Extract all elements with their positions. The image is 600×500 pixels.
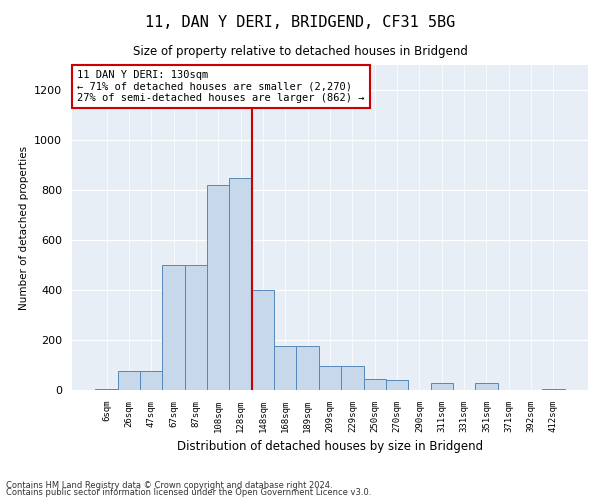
Text: Contains public sector information licensed under the Open Government Licence v3: Contains public sector information licen… <box>6 488 371 497</box>
Bar <box>229 178 252 390</box>
Y-axis label: Number of detached properties: Number of detached properties <box>19 146 29 310</box>
Text: 11 DAN Y DERI: 130sqm
← 71% of detached houses are smaller (2,270)
27% of semi-d: 11 DAN Y DERI: 130sqm ← 71% of detached … <box>77 70 365 103</box>
Text: Contains HM Land Registry data © Crown copyright and database right 2024.: Contains HM Land Registry data © Crown c… <box>6 480 332 490</box>
Bar <box>274 346 296 390</box>
Bar <box>185 265 207 390</box>
Bar <box>475 382 497 390</box>
Bar <box>431 382 453 390</box>
Text: Size of property relative to detached houses in Bridgend: Size of property relative to detached ho… <box>133 45 467 58</box>
Bar <box>386 380 408 390</box>
Bar <box>319 366 341 390</box>
Bar <box>118 371 140 390</box>
Bar <box>341 366 364 390</box>
Bar <box>252 290 274 390</box>
Bar <box>364 379 386 390</box>
X-axis label: Distribution of detached houses by size in Bridgend: Distribution of detached houses by size … <box>177 440 483 454</box>
Bar <box>163 265 185 390</box>
Bar <box>95 389 118 390</box>
Bar <box>296 346 319 390</box>
Bar <box>140 371 163 390</box>
Bar <box>542 389 565 390</box>
Text: 11, DAN Y DERI, BRIDGEND, CF31 5BG: 11, DAN Y DERI, BRIDGEND, CF31 5BG <box>145 15 455 30</box>
Bar <box>207 185 229 390</box>
